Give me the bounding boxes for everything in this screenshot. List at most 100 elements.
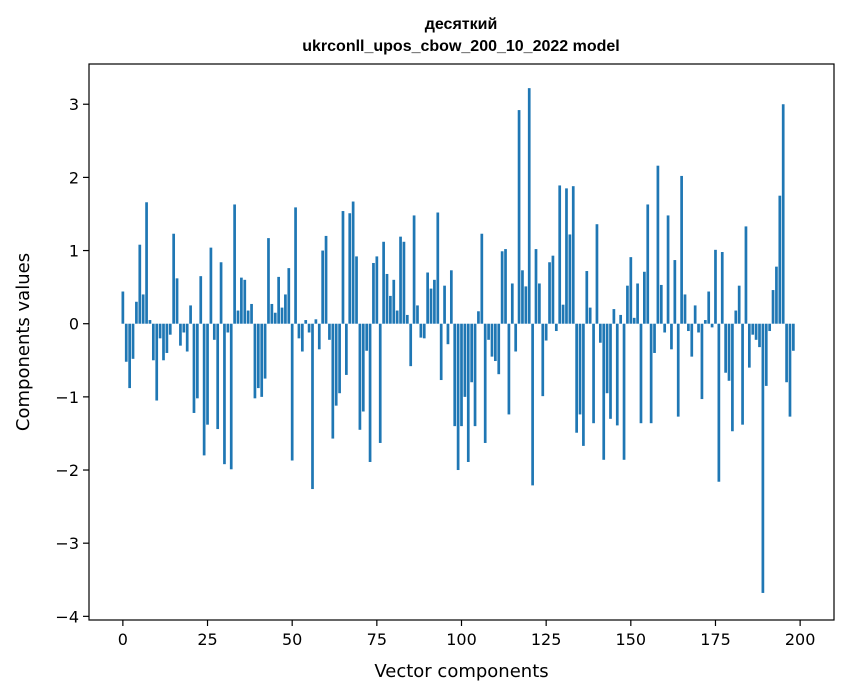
bar-133: [571, 186, 575, 324]
bar-177: [720, 252, 724, 324]
bar-55: [307, 323, 311, 333]
x-tick-label: 200: [785, 630, 816, 649]
bar-56: [311, 323, 314, 490]
bar-0: [121, 291, 125, 324]
bar-45: [273, 312, 277, 324]
bar-51: [294, 207, 297, 324]
bar-143: [605, 323, 609, 394]
bar-197: [788, 323, 792, 417]
bar-129: [558, 185, 562, 324]
bar-134: [575, 323, 578, 433]
bar-193: [775, 266, 778, 324]
bar-117: [517, 110, 521, 324]
bar-101: [463, 323, 467, 397]
bar-61: [328, 323, 331, 340]
bar-98: [453, 323, 457, 427]
y-tick-label: 1: [69, 242, 79, 261]
bar-65: [341, 211, 345, 324]
bar-148: [622, 323, 626, 460]
x-axis-label: Vector components: [374, 661, 548, 682]
bar-91: [429, 288, 433, 324]
bar-64: [338, 323, 341, 394]
bar-149: [626, 285, 629, 324]
bar-127: [551, 255, 555, 324]
bar-58: [317, 323, 321, 350]
bar-195: [781, 104, 785, 324]
bar-96: [446, 323, 450, 345]
bar-188: [758, 323, 761, 348]
y-axis-label: Components values: [13, 253, 34, 431]
bars-group: [121, 88, 795, 593]
y-tick-label: 0: [69, 315, 79, 334]
bar-162: [670, 323, 673, 350]
bar-77: [382, 241, 385, 324]
bar-152: [636, 283, 639, 324]
bar-52: [297, 323, 301, 339]
bar-164: [676, 323, 680, 417]
bar-49: [287, 268, 291, 324]
bar-146: [615, 323, 619, 426]
bar-42: [263, 323, 267, 379]
bar-78: [385, 273, 389, 324]
bar-145: [612, 309, 616, 324]
bar-181: [734, 310, 738, 324]
bar-9: [151, 323, 155, 361]
bar-141: [598, 323, 602, 343]
bar-57: [314, 319, 318, 324]
bar-47: [280, 307, 284, 324]
bar-23: [199, 276, 203, 324]
bar-154: [643, 271, 646, 324]
bar-106: [480, 233, 484, 324]
bar-8: [148, 320, 152, 324]
bar-66: [345, 323, 348, 375]
bar-153: [639, 323, 643, 424]
bar-99: [456, 323, 460, 471]
bar-140: [595, 224, 599, 324]
bar-87: [416, 305, 419, 324]
bar-150: [629, 257, 633, 324]
bar-31: [226, 323, 230, 333]
bar-81: [395, 310, 399, 324]
bar-155: [646, 204, 650, 324]
bar-36: [243, 279, 247, 324]
bar-67: [348, 213, 352, 324]
bar-108: [487, 323, 490, 340]
bar-173: [707, 291, 711, 324]
chart-subtitle: ukrconll_upos_cbow_200_10_2022 model: [302, 38, 619, 55]
bar-156: [649, 323, 653, 424]
y-tick-label: −2: [55, 461, 79, 480]
bar-123: [538, 283, 541, 324]
bar-7: [145, 202, 148, 324]
bar-34: [236, 310, 240, 324]
bar-22: [196, 323, 199, 399]
bar-144: [609, 323, 612, 419]
bar-5: [138, 244, 142, 324]
bar-76: [378, 323, 382, 443]
bar-60: [324, 235, 328, 324]
bar-128: [554, 323, 558, 332]
bar-196: [785, 323, 788, 383]
chart-title: десяткий: [425, 16, 498, 33]
bar-14: [168, 323, 172, 335]
bar-125: [544, 323, 548, 341]
bar-3: [131, 323, 135, 359]
bar-126: [548, 262, 551, 324]
bar-131: [565, 188, 568, 324]
bar-118: [521, 270, 524, 324]
bar-171: [700, 323, 704, 400]
bar-92: [433, 279, 436, 324]
bar-75: [375, 256, 379, 324]
bar-82: [399, 236, 402, 324]
bar-1: [124, 323, 128, 362]
bar-33: [233, 204, 236, 324]
bar-167: [687, 323, 690, 332]
bar-32: [229, 323, 233, 470]
bar-12: [162, 323, 165, 361]
bar-84: [405, 314, 409, 324]
bar-179: [727, 323, 731, 381]
bar-62: [331, 323, 335, 439]
bar-39: [253, 323, 257, 399]
bar-41: [260, 323, 264, 397]
bar-38: [250, 303, 253, 324]
bar-26: [209, 247, 213, 324]
